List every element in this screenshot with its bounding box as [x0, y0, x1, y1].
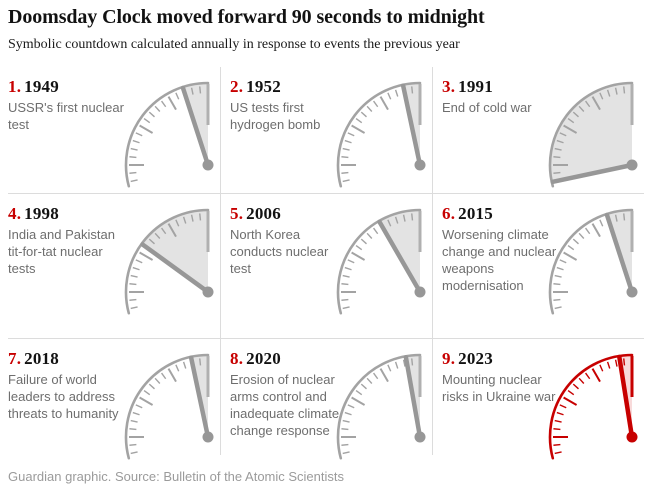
page-title: Doomsday Clock moved forward 90 seconds … [8, 6, 485, 28]
clock-cell: 2. 1952 US tests first hydrogen bomb [220, 67, 432, 194]
clock-description: Worsening climate change and nuclear wea… [442, 227, 557, 293]
clock-index: 5. [230, 204, 244, 224]
source-credit: Guardian graphic. Source: Bulletin of th… [8, 469, 345, 485]
clock-year: 1952 [246, 77, 281, 97]
clock-row-2: 4. 1998 India and Pakistan tit-for-tat nu… [8, 193, 644, 339]
clock-year: 1949 [24, 77, 59, 97]
doomsday-clock-gauge [124, 353, 214, 460]
clock-year-heading: 3. 1991 [442, 78, 560, 96]
clock-year-heading: 1. 1949 [8, 78, 126, 96]
clock-description: US tests first hydrogen bomb [230, 100, 321, 132]
clock-cell: 1. 1949 USSR's first nuclear test [8, 67, 220, 193]
clock-cell-text: 1. 1949 USSR's first nuclear test [8, 78, 126, 134]
clock-cell: 5. 2006 North Korea conducts nuclear test [220, 194, 432, 339]
clock-year: 2006 [246, 204, 281, 224]
clock-year-heading: 6. 2015 [442, 205, 560, 223]
clock-index: 3. [442, 77, 456, 97]
clock-index: 1. [8, 77, 22, 97]
clock-year: 1991 [458, 77, 493, 97]
clock-cell-text: 3. 1991 End of cold war [442, 78, 560, 117]
clock-index: 9. [442, 349, 456, 369]
clock-year-heading: 7. 2018 [8, 350, 126, 368]
clock-row-1: 1. 1949 USSR's first nuclear test 2. 1952 … [8, 67, 644, 194]
clock-year-heading: 4. 1998 [8, 205, 126, 223]
clock-year-heading: 2. 1952 [230, 78, 348, 96]
clock-cell: 9. 2023 Mounting nuclear risks in Ukraine… [432, 339, 644, 460]
clock-cell: 7. 2018 Failure of world leaders to addre… [8, 339, 220, 460]
clock-cell-text: 5. 2006 North Korea conducts nuclear test [230, 205, 348, 278]
clock-description: USSR's first nuclear test [8, 100, 124, 132]
doomsday-clock-gauge [124, 81, 214, 188]
clock-cell-text: 2. 1952 US tests first hydrogen bomb [230, 78, 348, 134]
clock-description: India and Pakistan tit-for-tat nuclear t… [8, 227, 115, 276]
clock-grid: 1. 1949 USSR's first nuclear test 2. 1952 … [8, 67, 644, 460]
clock-index: 6. [442, 204, 456, 224]
clock-index: 2. [230, 77, 244, 97]
clock-year: 1998 [24, 204, 59, 224]
clock-index: 4. [8, 204, 22, 224]
clock-year-heading: 9. 2023 [442, 350, 560, 368]
doomsday-clock-gauge [336, 208, 426, 315]
clock-description: Erosion of nuclear arms control and inad… [230, 372, 340, 438]
clock-cell: 6. 2015 Worsening climate change and nucl… [432, 194, 644, 339]
clock-cell: 3. 1991 End of cold war [432, 67, 644, 194]
clock-cell-text: 9. 2023 Mounting nuclear risks in Ukraine… [442, 350, 560, 406]
clock-row-3: 7. 2018 Failure of world leaders to addre… [8, 338, 644, 460]
clock-cell: 4. 1998 India and Pakistan tit-for-tat nu… [8, 194, 220, 338]
clock-description: End of cold war [442, 100, 532, 116]
doomsday-clock-gauge [336, 353, 426, 460]
doomsday-clock-graphic: Doomsday Clock moved forward 90 seconds … [8, 6, 644, 460]
clock-description: Failure of world leaders to address thre… [8, 372, 119, 421]
doomsday-clock-gauge [124, 208, 214, 315]
doomsday-clock-gauge [548, 208, 638, 315]
clock-cell: 8. 2020 Erosion of nuclear arms control a… [220, 339, 432, 460]
clock-cell-text: 6. 2015 Worsening climate change and nucl… [442, 205, 560, 294]
clock-index: 7. [8, 349, 22, 369]
clock-description: Mounting nuclear risks in Ukraine war [442, 372, 556, 404]
clock-year-heading: 5. 2006 [230, 205, 348, 223]
clock-cell-text: 7. 2018 Failure of world leaders to addre… [8, 350, 126, 423]
doomsday-clock-gauge [548, 353, 638, 460]
clock-index: 8. [230, 349, 244, 369]
doomsday-clock-gauge [548, 81, 638, 188]
clock-year: 2018 [24, 349, 59, 369]
clock-year-heading: 8. 2020 [230, 350, 348, 368]
clock-cell-text: 4. 1998 India and Pakistan tit-for-tat nu… [8, 205, 126, 278]
clock-year: 2020 [246, 349, 281, 369]
clock-year: 2023 [458, 349, 493, 369]
clock-year: 2015 [458, 204, 493, 224]
page-subtitle: Symbolic countdown calculated annually i… [8, 37, 460, 52]
clock-cell-text: 8. 2020 Erosion of nuclear arms control a… [230, 350, 348, 439]
clock-description: North Korea conducts nuclear test [230, 227, 329, 276]
doomsday-clock-gauge [336, 81, 426, 188]
